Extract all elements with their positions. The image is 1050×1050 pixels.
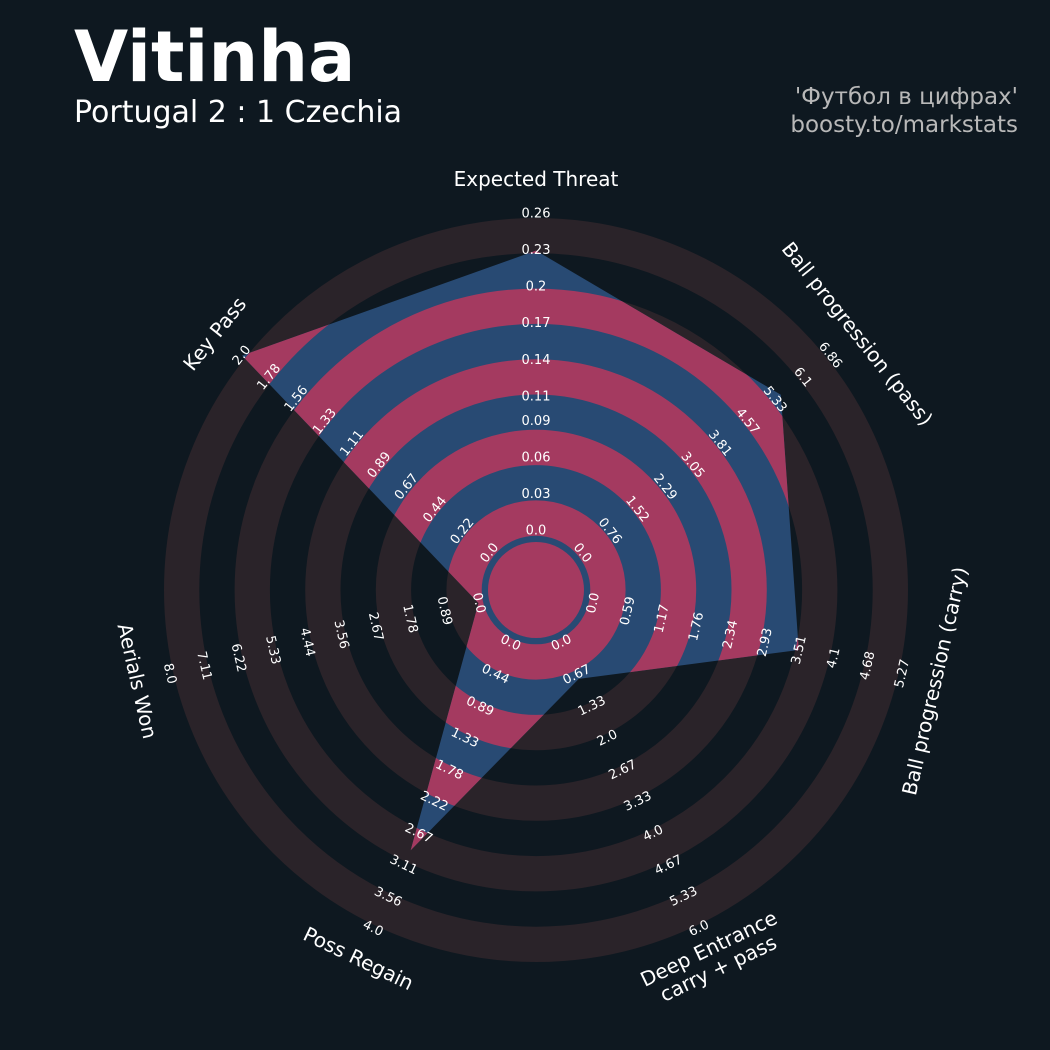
tick-label: 4.68 [857,650,878,682]
tick-label: 4.1 [824,646,843,670]
credit: 'Футбол в цифрах' [795,84,1018,110]
tick-label: 5.27 [892,658,913,690]
tick-label: 0.03 [522,487,551,502]
tick-label: 2.93 [755,627,776,659]
tick-label: 0.17 [522,316,551,331]
tick-label: 0.0 [584,591,603,615]
tick-label: 3.51 [789,634,810,666]
tick-label: 0.23 [522,243,551,258]
tick-label: 0.0 [526,524,547,539]
tick-label: 0.14 [522,353,551,368]
tick-label: 8.0 [160,662,179,686]
param-label-line: Expected Threat [454,167,619,191]
tick-label: 0.09 [522,414,551,429]
tick-label: 5.33 [262,634,283,666]
chart-title: Vitinha [74,16,355,98]
ring [163,217,909,963]
tick-label: 7.11 [193,650,214,682]
tick-label: 1.17 [652,603,673,635]
tick-label: 2.34 [720,619,741,651]
param-label: Expected Threat [454,167,619,191]
tick-label: 2.67 [365,611,386,643]
tick-label: 1.76 [686,611,707,643]
tick-label: 0.2 [526,280,547,295]
tick-label: 0.89 [434,595,455,627]
tick-label: 0.06 [522,450,551,465]
tick-label: 6.22 [228,642,249,674]
tick-label: 4.44 [296,626,317,658]
chart-subtitle: Portugal 2 : 1 Czechia [74,95,402,130]
tick-label: 0.11 [522,389,551,404]
tick-label: 0.0 [469,591,488,615]
tick-label: 0.59 [618,595,639,627]
tick-label: 0.26 [522,207,551,222]
center-highlight [488,542,584,638]
tick-label: 3.56 [330,619,351,651]
tick-label: 1.78 [399,603,420,635]
credit: boosty.to/markstats [790,112,1018,138]
